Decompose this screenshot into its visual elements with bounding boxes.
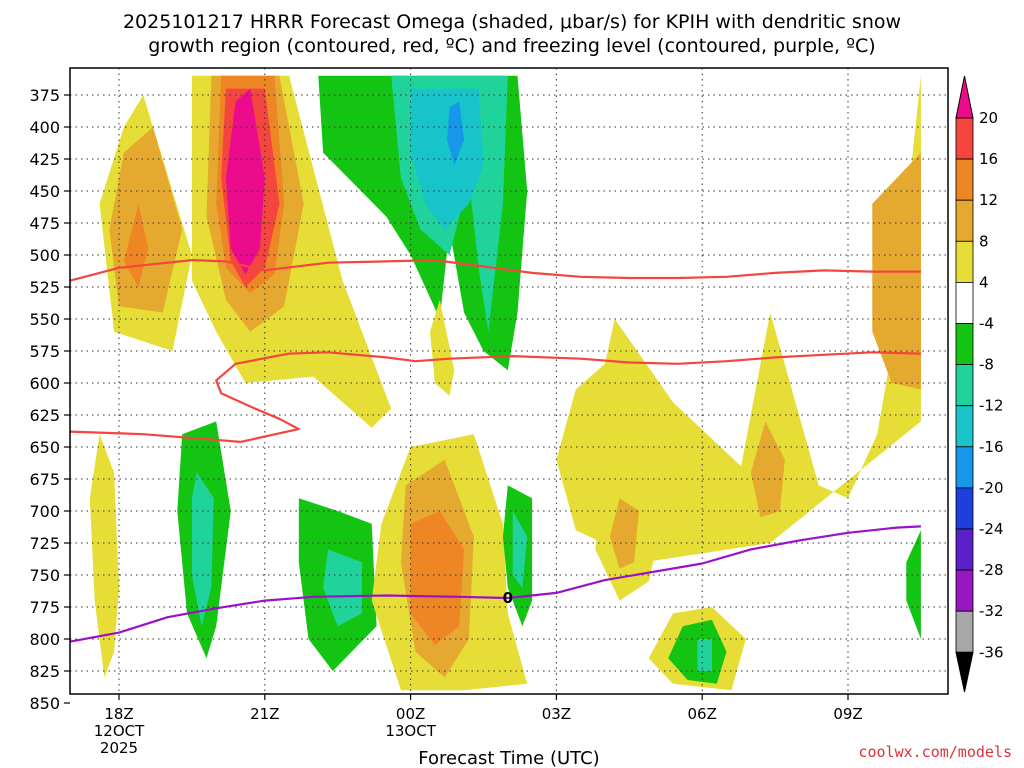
y-tick-label-700: 700 xyxy=(29,502,60,521)
y-tick-label-375: 375 xyxy=(29,86,60,105)
colorbar-segment-8 xyxy=(955,405,974,448)
omega-region-31 xyxy=(906,530,921,639)
colorbar-segment-6 xyxy=(955,323,974,365)
colorbar-bottom-extend xyxy=(955,651,974,693)
colorbar-label--24: -24 xyxy=(979,520,1004,538)
x-tick-label-09Z: 09Z xyxy=(833,705,862,723)
y-tick-label-825: 825 xyxy=(29,662,60,681)
colorbar-label-12: 12 xyxy=(979,191,998,209)
x-tick-label-00Z: 00Z xyxy=(396,705,425,723)
colorbar-label--36: -36 xyxy=(979,643,1004,661)
y-tick-label-550: 550 xyxy=(29,310,60,329)
omega-region-10 xyxy=(410,88,484,230)
colorbar-segment-1 xyxy=(955,117,974,160)
grid-layer xyxy=(70,68,948,694)
source-credit: coolwx.com/models xyxy=(858,743,1012,761)
y-tick-label-425: 425 xyxy=(29,150,60,169)
colorbar-segment-13 xyxy=(955,610,974,653)
y-tick-label-400: 400 xyxy=(29,118,60,137)
colorbar-label--16: -16 xyxy=(979,438,1004,456)
colorbar-segment-7 xyxy=(955,364,974,407)
omega-region-13 xyxy=(556,75,921,563)
y-tick-label-600: 600 xyxy=(29,374,60,393)
omega-region-15 xyxy=(750,421,785,518)
x-axis-title: Forecast Time (UTC) xyxy=(418,748,599,768)
omega-region-12 xyxy=(430,299,455,396)
y-tick-label-750: 750 xyxy=(29,566,60,585)
colorbar-top-extend xyxy=(955,75,974,119)
y-tick-label-725: 725 xyxy=(29,534,60,553)
colorbar: 20 16 12 8 4 -4 -8 -12 -16 -20 -24 -28 -32 -36 xyxy=(955,75,1004,693)
colorbar-label-4: 4 xyxy=(979,273,989,291)
colorbar-segment-5 xyxy=(955,281,974,324)
colorbar-segment-11 xyxy=(955,528,974,571)
colorbar-label-8: 8 xyxy=(979,232,989,250)
freezing-level-contour xyxy=(70,525,921,643)
chart-title-line2: growth region (contoured, red, ºC) and f… xyxy=(148,35,875,57)
colorbar-segment-9 xyxy=(955,446,974,489)
y-tick-label-800: 800 xyxy=(29,630,60,649)
colorbar-label--20: -20 xyxy=(979,479,1004,497)
x-tick-label-03Z: 03Z xyxy=(542,705,571,723)
dgz-lower-bound-contour xyxy=(70,351,921,443)
colorbar-label-20: 20 xyxy=(979,109,998,127)
x-tick-label-18Z: 18Z xyxy=(104,705,133,723)
chart-title-line1: 2025101217 HRRR Forecast Omega (shaded, … xyxy=(123,11,901,33)
y-tick-label-575: 575 xyxy=(29,342,60,361)
omega-region-11 xyxy=(447,101,465,166)
y-axis: 375 400 425 450 475 500 525 550 575 600 625 650 675 7… xyxy=(29,86,70,713)
colorbar-segment-3 xyxy=(955,199,974,242)
omega-region-25 xyxy=(512,511,528,588)
omega-region-23 xyxy=(410,511,465,646)
y-tick-label-625: 625 xyxy=(29,406,60,425)
colorbar-label--8: -8 xyxy=(979,356,994,374)
freezing-level-label: 0 xyxy=(503,589,513,607)
y-tick-label-675: 675 xyxy=(29,470,60,489)
colorbar-segment-12 xyxy=(955,569,974,612)
omega-region-27 xyxy=(609,498,639,569)
y-tick-label-475: 475 xyxy=(29,214,60,233)
colorbar-label--12: -12 xyxy=(979,397,1004,415)
plot-frame xyxy=(69,67,949,695)
colorbar-label-16: 16 xyxy=(979,150,998,168)
omega-region-20 xyxy=(323,549,362,627)
colorbar-label--4: -4 xyxy=(979,315,994,333)
colorbar-label--32: -32 xyxy=(979,602,1004,620)
colorbar-label--28: -28 xyxy=(979,561,1004,579)
colorbar-segment-4 xyxy=(955,240,974,283)
colorbar-segment-10 xyxy=(955,487,974,530)
y-tick-label-775: 775 xyxy=(29,598,60,617)
y-tick-label-850: 850 xyxy=(29,694,60,713)
x-tick-year-18Z: 2025 xyxy=(100,739,138,757)
y-tick-label-500: 500 xyxy=(29,246,60,265)
y-tick-label-650: 650 xyxy=(29,438,60,457)
colorbar-segment-2 xyxy=(955,158,974,201)
x-tick-date-00Z: 13OCT xyxy=(385,722,436,740)
omega-region-7 xyxy=(225,88,265,275)
y-tick-label-450: 450 xyxy=(29,182,60,201)
dgz-upper-bound-contour xyxy=(70,259,921,282)
x-tick-label-06Z: 06Z xyxy=(688,705,717,723)
x-tick-label-21Z: 21Z xyxy=(250,705,279,723)
omega-region-16 xyxy=(89,434,119,678)
y-tick-label-525: 525 xyxy=(29,278,60,297)
contour-layer xyxy=(70,259,921,643)
omega-region-30 xyxy=(697,639,712,671)
x-tick-date-18Z: 12OCT xyxy=(94,722,145,740)
